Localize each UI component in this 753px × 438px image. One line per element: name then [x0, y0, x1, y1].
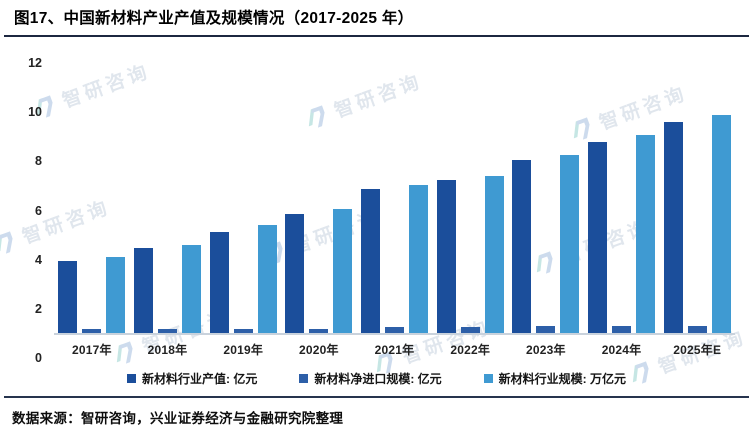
chart-title: 图17、中国新材料产业产值及规模情况（2017-2025 年）	[14, 10, 414, 27]
bar-group	[508, 63, 584, 333]
bar-series3	[257, 225, 277, 333]
bar-series1	[588, 141, 608, 333]
bar-group	[281, 63, 357, 333]
bar-group	[54, 63, 130, 333]
y-tick-label: 10	[28, 105, 42, 120]
bar-series3	[106, 256, 126, 333]
bar-group	[432, 63, 508, 333]
y-tick-label: 2	[35, 301, 42, 316]
x-tick-label: 2025年E	[673, 343, 722, 357]
y-tick-label: 0	[35, 351, 42, 365]
legend-item: 新材料行业产值: 亿元	[126, 370, 258, 387]
data-source: 数据来源：智研咨询，兴业证券经济与金融研究院整理	[12, 411, 344, 426]
bar-series2	[385, 327, 405, 333]
bar-series1	[58, 261, 78, 333]
plot-area	[54, 63, 735, 335]
bar-group	[130, 63, 206, 333]
bar-series1	[209, 231, 229, 333]
bar-series3	[333, 209, 353, 333]
y-tick-label: 12	[28, 56, 42, 70]
bar-group	[205, 63, 281, 333]
x-tick-label: 2020年	[299, 343, 339, 357]
bar-series3	[484, 175, 504, 333]
legend-swatch-icon	[299, 374, 309, 383]
bar-series1	[436, 180, 456, 333]
bar-group	[659, 63, 735, 333]
x-tick-label: 2021年	[374, 343, 415, 357]
x-tick-label: 2018年	[147, 343, 188, 357]
bar-series3	[636, 135, 656, 333]
bar-group	[357, 63, 433, 333]
bar-series2	[233, 328, 253, 333]
y-axis: 0 2 4 6 8 10 12	[8, 56, 46, 365]
y-tick-label: 6	[35, 203, 42, 218]
bar-series3	[711, 114, 731, 333]
bar-series1	[512, 159, 532, 333]
bar-series2	[460, 327, 480, 333]
bar-series2	[536, 326, 556, 333]
bar-series1	[663, 121, 683, 333]
bar-chart: 智研咨询智研咨询智研咨询智研咨询智研咨询智研咨询智研咨询智研咨询智研咨询 024…	[0, 37, 753, 384]
bar-group	[584, 63, 660, 333]
bar-series2	[158, 328, 177, 333]
y-tick-label: 8	[35, 154, 42, 169]
bar-series2	[82, 328, 102, 333]
legend-label: 新材料行业产值: 亿元	[141, 372, 258, 386]
x-tick-label: 2022年	[450, 343, 491, 357]
bar-series2	[309, 328, 329, 333]
figure-header: 图17、中国新材料产业产值及规模情况（2017-2025 年）	[4, 0, 749, 37]
legend-item: 新材料净进口规模: 亿元	[299, 370, 442, 387]
y-tick-label: 4	[35, 252, 42, 267]
x-axis: 2017年 2018年 2019年 2020年 2021年 2022年 2023年 2024年…	[54, 341, 735, 358]
legend-swatch-icon	[126, 374, 136, 383]
bar-series3	[560, 155, 580, 333]
bar-series1	[285, 213, 305, 333]
x-tick-label: 2019年	[223, 343, 264, 357]
chart-legend: 新材料行业产值: 亿元 新材料净进口规模: 亿元 新材料行业规模: 万亿元	[0, 370, 753, 387]
legend-swatch-icon	[483, 374, 493, 383]
x-tick-label: 2017年	[71, 343, 112, 357]
bar-series3	[182, 245, 201, 333]
legend-label: 新材料净进口规模: 亿元	[314, 372, 442, 386]
legend-item: 新材料行业规模: 万亿元	[483, 370, 627, 387]
footer-divider	[4, 396, 749, 398]
bar-series3	[409, 184, 429, 333]
bar-series2	[612, 326, 632, 333]
x-tick-label: 2023年	[526, 343, 566, 357]
bar-series1	[361, 189, 381, 333]
legend-label: 新材料行业规模: 万亿元	[498, 372, 627, 386]
bar-series2	[687, 326, 707, 333]
bar-series1	[134, 247, 153, 333]
x-tick-label: 2024年	[601, 343, 642, 357]
